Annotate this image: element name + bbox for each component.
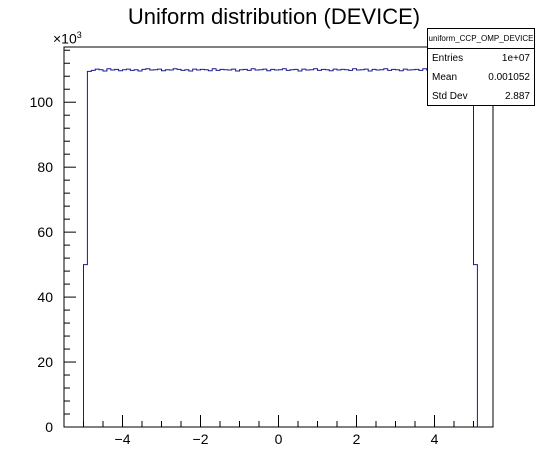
y-axis-multiplier: ×103 xyxy=(53,30,82,47)
stats-row-entries: Entries 1e+07 xyxy=(428,49,534,68)
stats-row-mean: Mean 0.001052 xyxy=(428,68,534,87)
x-tick-label: −2 xyxy=(193,431,209,447)
stats-box-title: uniform_CCP_OMP_DEVICE xyxy=(428,29,534,49)
x-tick-label: 2 xyxy=(353,431,361,447)
stats-value: 0.001052 xyxy=(488,72,530,83)
y-tick-label: 60 xyxy=(37,224,53,240)
y-tick-label: 20 xyxy=(37,354,53,370)
chart-title: Uniform distribution (DEVICE) xyxy=(127,4,421,29)
x-tick-label: 0 xyxy=(275,431,283,447)
x-tick-label: −4 xyxy=(115,431,131,447)
histogram xyxy=(83,68,478,427)
x-axis: −4 −2 0 2 4 xyxy=(63,415,494,447)
x-tick-label: 4 xyxy=(431,431,439,447)
stats-row-stddev: Std Dev 2.887 xyxy=(428,87,534,106)
y-tick-label: 40 xyxy=(37,289,53,305)
stats-label: Entries xyxy=(432,53,464,64)
y-multiplier-exponent: 3 xyxy=(76,30,82,40)
y-multiplier-base: ×10 xyxy=(53,30,77,47)
stats-box: uniform_CCP_OMP_DEVICE Entries 1e+07 Mea… xyxy=(427,28,535,106)
stats-label: Std Dev xyxy=(432,91,468,102)
y-tick-label: 0 xyxy=(45,419,53,435)
histogram-series-line xyxy=(83,68,478,427)
y-tick-label: 100 xyxy=(30,94,54,110)
y-tick-label: 80 xyxy=(37,159,53,175)
y-axis: 0 20 40 60 80 100 xyxy=(30,49,76,435)
stats-value: 1e+07 xyxy=(501,53,530,64)
stats-label: Mean xyxy=(432,72,458,83)
stats-value: 2.887 xyxy=(504,91,530,102)
